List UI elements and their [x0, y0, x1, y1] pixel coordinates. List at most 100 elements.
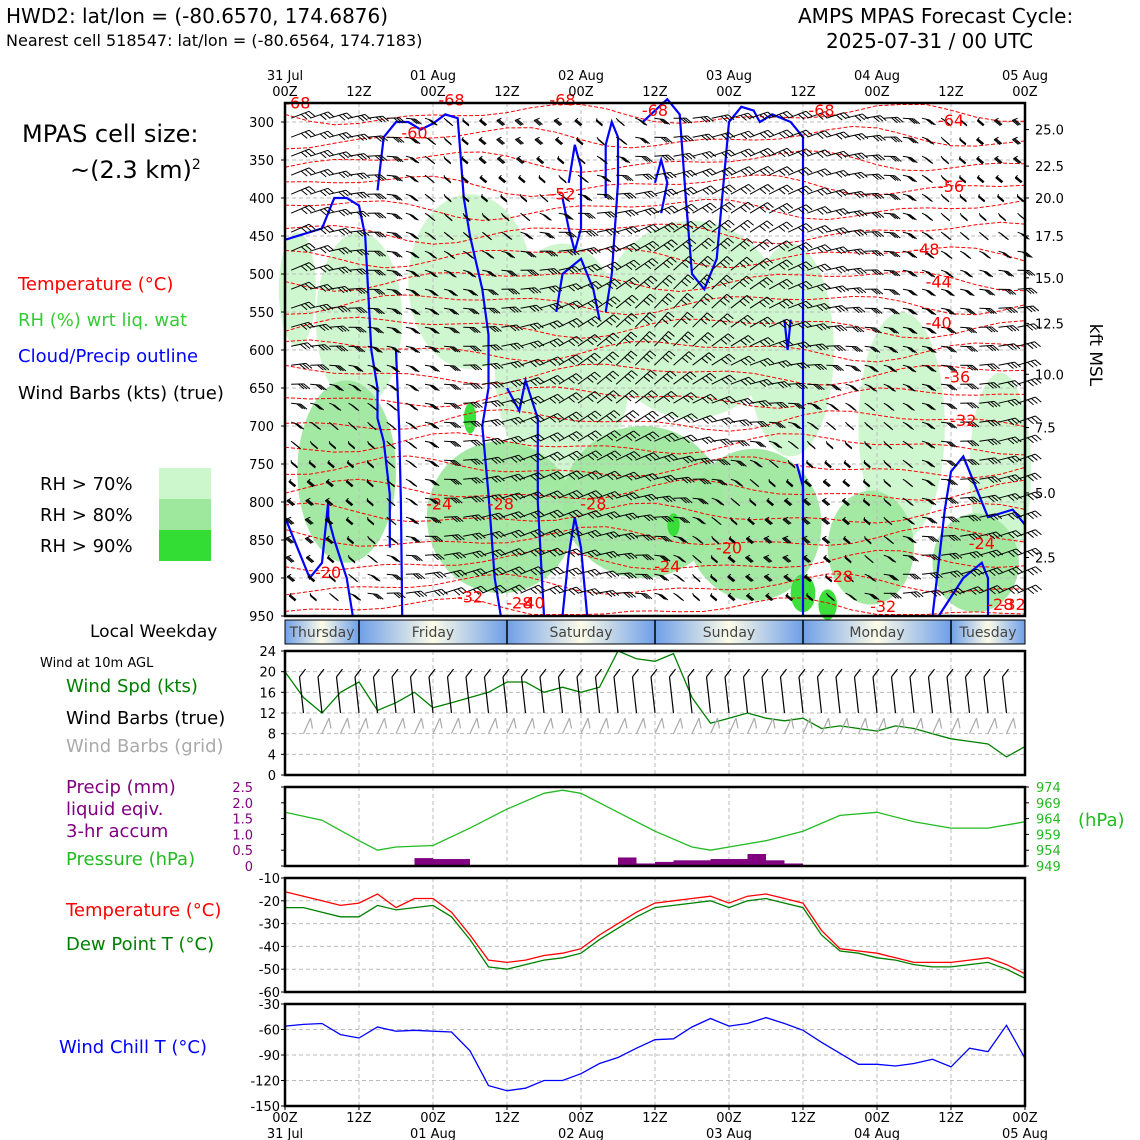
wind-barb [616, 512, 640, 521]
precip-bar [747, 853, 766, 866]
wind-barb [424, 117, 438, 126]
precip-bar [636, 863, 655, 866]
wind-barb [654, 432, 679, 443]
wind-barb [444, 478, 462, 485]
wind-barb [826, 112, 851, 121]
wind-barb [788, 148, 813, 158]
wind-barb [654, 274, 676, 290]
wind-barb [553, 117, 563, 126]
wind-barb [367, 212, 387, 219]
wind-barb [976, 136, 985, 146]
temperature-tick-label: -20 [259, 895, 280, 910]
weekday-segment [285, 620, 359, 644]
wind-barb [747, 516, 755, 526]
wind-barb [745, 535, 755, 545]
wind-barb [883, 402, 895, 412]
wind-barb [1013, 155, 1022, 165]
wind-barb [845, 152, 868, 160]
wind-barb-grid [968, 717, 980, 734]
wind-barb [574, 117, 583, 127]
wind-10m-label: Wind at 10m AGL [40, 656, 154, 671]
wind-barb [940, 117, 952, 127]
precip-tick-label: 0.5 [232, 844, 253, 859]
windchill-panel: -150 -120 -90 -60 -30 [250, 998, 1027, 1115]
wind-barb [921, 402, 936, 411]
wind-barb [405, 516, 420, 525]
wind-barb [864, 536, 872, 545]
wind-barb [348, 592, 362, 601]
wind-barb [501, 324, 523, 332]
top-time-label: 12Z [642, 85, 668, 100]
wind-barb [749, 202, 774, 214]
height-tick-label: 10.0 [1035, 368, 1064, 383]
wind-barb [864, 173, 885, 181]
wind-barb [845, 133, 869, 141]
wind-barb [463, 458, 484, 465]
temperature-contour [284, 526, 1026, 547]
wind-barb [444, 345, 461, 353]
wind-barb [960, 533, 983, 541]
wind-barb [558, 548, 583, 558]
wind-barb [615, 313, 638, 328]
wind-barb [921, 535, 940, 543]
wind-barb [310, 364, 330, 371]
wind-barb-true [742, 668, 750, 714]
wind-tick-label: 8 [268, 728, 276, 743]
wind-barb [654, 171, 677, 179]
wind-barb [979, 363, 1000, 370]
wind-barb [673, 434, 698, 444]
wind-barb [482, 567, 507, 576]
wind-barb-true [298, 668, 306, 714]
wind-barb-grid [598, 717, 610, 734]
wind-barb [998, 288, 1017, 295]
wind-barb [998, 343, 1021, 351]
wind-barb [768, 184, 794, 195]
wind-barb [634, 258, 659, 271]
wind-barb [634, 390, 658, 404]
wind-barb [788, 362, 811, 370]
wind-barb [635, 173, 656, 180]
wind-barb [596, 174, 612, 183]
wind-barb [405, 345, 421, 354]
wind-barb [864, 345, 881, 353]
wind-barb [635, 224, 660, 234]
wind-barb [1017, 323, 1041, 331]
wind-barb [692, 255, 714, 271]
wind-barb [692, 293, 714, 309]
wind-barb [596, 370, 620, 385]
wind-barb [883, 364, 898, 373]
wind-barb [976, 155, 985, 165]
wind-barb [367, 383, 380, 392]
wind-barb [291, 362, 313, 370]
wind-barb [673, 256, 696, 271]
wind-barb-grid [524, 717, 536, 734]
wind-barb [310, 168, 335, 178]
temperature-line [284, 891, 1026, 975]
wind-barb [728, 535, 737, 545]
wind-barb [730, 148, 756, 158]
wind-barb [577, 155, 586, 165]
precip-label-3: 3-hr accum [66, 821, 169, 842]
wind-barb [711, 256, 734, 271]
wind-barb [615, 242, 641, 253]
wind-barb [749, 238, 774, 252]
wind-barb [635, 431, 660, 442]
wind-barb [960, 440, 980, 447]
wind-barb-grid [672, 717, 684, 734]
rh90-label: RH > 90% [40, 536, 133, 557]
wind-barb [577, 280, 603, 291]
temperature-contour [284, 573, 1026, 596]
dewpoint-label: Dew Point T (°C) [66, 934, 215, 955]
wind-barb [883, 326, 900, 334]
wind-barb [577, 391, 602, 404]
wind-barb [328, 574, 336, 583]
wind-barb-true [779, 668, 787, 714]
wind-barb [348, 268, 369, 275]
wind-barb [673, 392, 698, 404]
wind-barb [348, 287, 369, 295]
wind-barb [782, 554, 792, 563]
wind-tick-label: 4 [268, 748, 276, 763]
wind-barb-grid [931, 717, 943, 734]
wind-barb [692, 393, 717, 404]
wind-barb [801, 535, 811, 544]
